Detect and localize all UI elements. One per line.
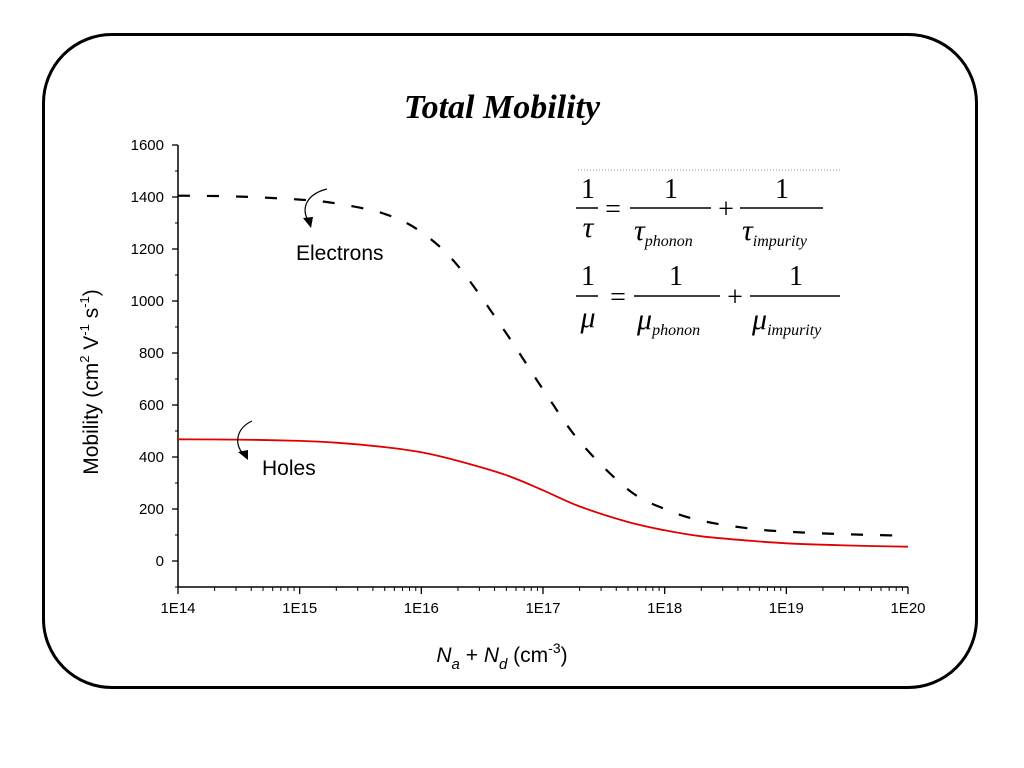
eq2-mu-left: μ: [579, 301, 595, 334]
x-axis-ticks: 1E14 1E15 1E16 1E17 1E18 1E19 1E20: [160, 587, 926, 617]
holes-arrow: [237, 420, 253, 456]
x-tick-label: 1E15: [282, 600, 317, 617]
eq1-num-left: 1: [581, 174, 595, 205]
eq1-den-mid: τphonon: [634, 214, 693, 250]
eq2-num-right: 1: [789, 261, 803, 292]
x-tick-label: 1E19: [769, 600, 804, 617]
y-tick-label: 600: [139, 397, 164, 414]
holes-series-line: [177, 438, 909, 548]
eq1-num-mid: 1: [664, 174, 678, 205]
eq1-equals: =: [605, 194, 621, 225]
electrons-arrow: [304, 188, 328, 223]
x-tick-label: 1E17: [525, 600, 560, 617]
y-tick-label: 800: [139, 345, 164, 362]
chart-title: Total Mobility: [404, 89, 601, 126]
x-axis-label: Na + Nd (cm-3): [436, 640, 567, 673]
x-tick-label: 1E20: [890, 600, 925, 617]
holes-arrow-head: [238, 450, 248, 460]
eq1-den-right: τimpurity: [742, 214, 808, 250]
chart-frame: [42, 33, 978, 689]
eq2-den-mid: μphonon: [636, 303, 700, 339]
eq1-plus: +: [718, 194, 734, 225]
y-tick-label: 200: [139, 501, 164, 518]
eq1-tau-left: τ: [583, 211, 595, 244]
y-tick-label: 1400: [131, 189, 164, 206]
y-tick-label: 0: [156, 553, 164, 570]
eq2-num-mid: 1: [669, 261, 683, 292]
x-tick-label: 1E16: [404, 600, 439, 617]
electrons-series-line: [177, 194, 909, 537]
y-tick-label: 1000: [131, 293, 164, 310]
x-tick-label: 1E18: [647, 600, 682, 617]
holes-label: Holes: [262, 457, 316, 480]
y-tick-label: 1200: [131, 241, 164, 258]
eq2-equals: =: [610, 282, 626, 313]
eq2-plus: +: [727, 282, 743, 313]
electrons-label: Electrons: [296, 242, 384, 265]
series-layer: [177, 194, 909, 548]
x-tick-label: 1E14: [160, 600, 195, 617]
y-tick-label: 1600: [131, 137, 164, 154]
equations: 1 τ = 1 τphonon + 1 τimpurity 1 μ = 1 μp…: [576, 169, 840, 339]
eq2-den-right: μimpurity: [751, 303, 822, 339]
eq2-num-left: 1: [581, 261, 595, 292]
y-tick-label: 400: [139, 449, 164, 466]
electrons-arrow-head: [303, 217, 313, 228]
eq1-num-right: 1: [775, 174, 789, 205]
y-axis-label: Mobility (cm2 V-1 s-1): [77, 289, 103, 475]
y-axis-ticks: 0 200 400 600 800 1000 1200 1400 1600: [131, 137, 178, 588]
